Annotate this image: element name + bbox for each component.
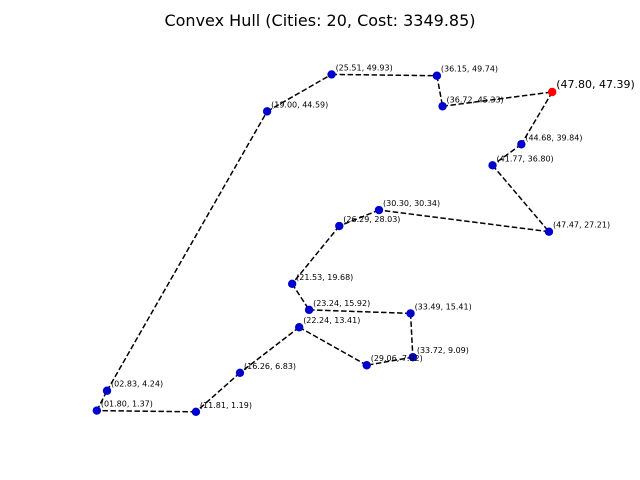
- route-segment: [195, 372, 241, 413]
- route-segment: [106, 111, 268, 392]
- route-segment: [309, 309, 411, 315]
- route-segment: [442, 91, 553, 107]
- city-label: (30.30, 30.34): [383, 199, 440, 208]
- route-segment: [266, 73, 332, 113]
- route-segment: [409, 313, 414, 358]
- city-point: [235, 368, 245, 377]
- route-layer: [96, 73, 553, 413]
- city-label: (29.06, 7.92): [371, 354, 423, 363]
- city-point: [408, 352, 418, 362]
- city-label: (11.81, 1.19): [200, 401, 252, 410]
- city-point: [432, 71, 442, 80]
- city-label: (23.24, 15.92): [313, 299, 370, 308]
- city-point: [294, 323, 304, 332]
- city-point: [191, 407, 201, 417]
- city-point: [406, 309, 415, 318]
- city-label: (44.68, 39.84): [525, 133, 582, 142]
- city-label: (33.49, 15.41): [415, 302, 472, 311]
- start-city-label: (47.80, 47.39): [556, 78, 635, 91]
- city-point: [327, 70, 336, 79]
- route-segment: [436, 75, 444, 107]
- route-segment: [492, 143, 522, 166]
- route-segment: [378, 209, 550, 233]
- route-segment: [298, 326, 368, 366]
- city-label: (02.83, 4.24): [111, 380, 163, 389]
- city-point: [362, 361, 371, 370]
- city-label: (47.47, 27.21): [553, 221, 610, 230]
- city-label: (19.00, 44.59): [271, 100, 328, 109]
- city-point: [335, 221, 344, 231]
- city-point: [517, 140, 526, 149]
- route-segment: [491, 164, 550, 233]
- city-label: (16.26, 6.83): [244, 362, 296, 371]
- route-segment: [291, 283, 310, 311]
- route-segment: [520, 91, 553, 145]
- chart-title: Convex Hull (Cities: 20, Cost: 3349.85): [164, 11, 476, 30]
- city-label: (26.29, 28.03): [343, 215, 400, 224]
- city-point: [488, 161, 497, 170]
- city-label: (41.77, 36.80): [497, 154, 554, 163]
- route-segment: [339, 209, 380, 227]
- city-label: (22.24, 13.41): [303, 316, 360, 325]
- city-point: [287, 279, 297, 289]
- city-point: [304, 305, 314, 315]
- marker-layer: [92, 70, 557, 417]
- city-point: [92, 406, 102, 415]
- city-label: (36.72, 45.33): [447, 95, 504, 104]
- city-label: (01.80, 1.37): [101, 400, 153, 409]
- route-segment: [331, 73, 437, 77]
- start-city-point: [548, 87, 557, 97]
- label-layer: (47.80, 47.39) (44.68, 39.84) (41.77, 36.8…: [101, 63, 635, 409]
- city-label: (21.53, 19.68): [296, 273, 353, 282]
- city-point: [262, 107, 272, 116]
- route-segment: [291, 225, 340, 285]
- city-point: [102, 386, 112, 395]
- city-label: (33.72, 9.09): [417, 346, 469, 355]
- city-label: (25.51, 49.93): [336, 63, 393, 72]
- city-point: [438, 102, 447, 111]
- city-point: [544, 227, 554, 236]
- city-label: (36.15, 49.74): [441, 65, 498, 74]
- city-point: [374, 205, 384, 215]
- route-segment: [239, 326, 300, 374]
- route-segment: [96, 409, 196, 413]
